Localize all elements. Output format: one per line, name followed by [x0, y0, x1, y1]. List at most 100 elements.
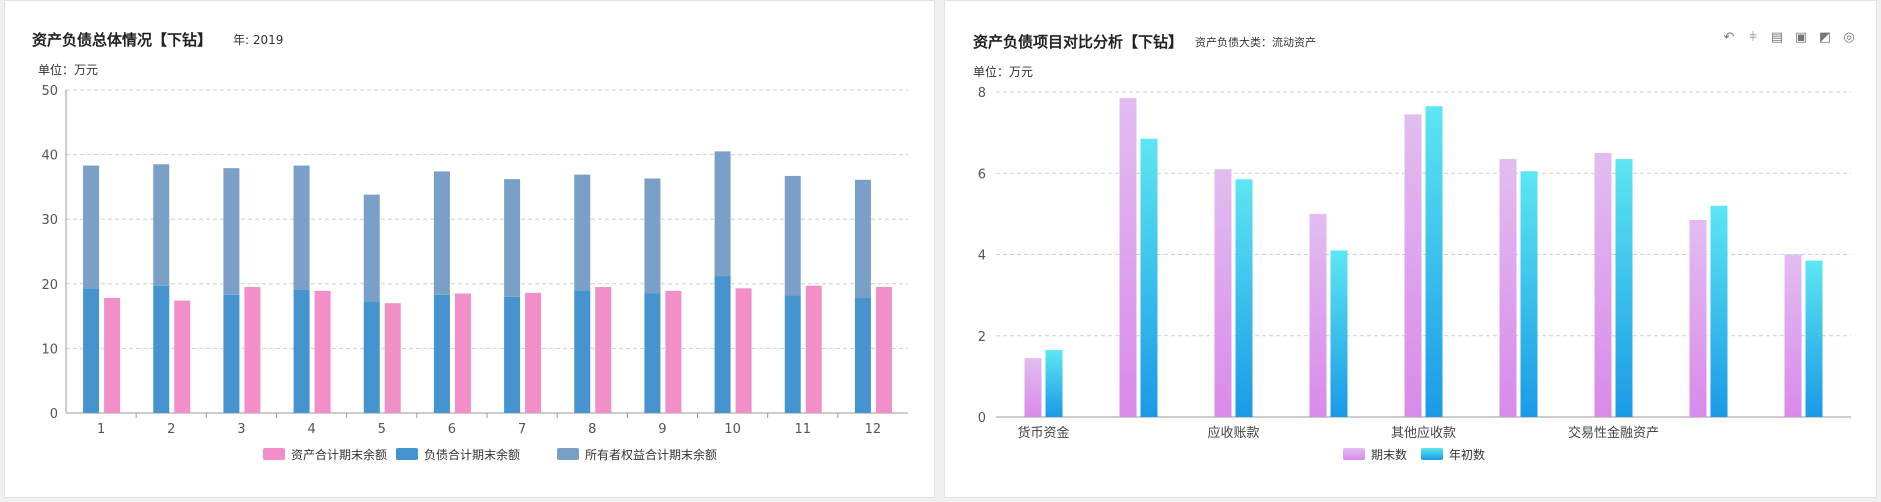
- legend-swatch: [1421, 448, 1443, 460]
- bar-year-start: [1710, 205, 1728, 417]
- x-tick-label: 6: [448, 422, 456, 437]
- bar-liabilities: [714, 276, 731, 413]
- legend-label: 资产合计期末余额: [291, 447, 387, 462]
- legend-swatch: [263, 448, 285, 460]
- bar-liabilities: [504, 296, 521, 413]
- bar-equity: [784, 175, 801, 296]
- y-tick-label: 0: [978, 411, 986, 426]
- right-chart-title[interactable]: 资产负债项目对比分析【下钻】: [973, 33, 1184, 51]
- split-icon[interactable]: ⫩: [1749, 30, 1757, 45]
- bar-period-end: [1404, 114, 1422, 417]
- bar-year-start: [1235, 179, 1253, 417]
- bar-year-start: [1330, 250, 1348, 417]
- bar-assets: [174, 300, 191, 413]
- y-tick-label: 40: [41, 149, 58, 164]
- bar-liabilities: [363, 301, 380, 413]
- legend-label: 年初数: [1449, 447, 1485, 462]
- bar-equity: [433, 171, 450, 295]
- undo-icon[interactable]: ↶: [1723, 30, 1735, 45]
- bar-equity: [293, 165, 310, 290]
- bar-assets: [735, 288, 752, 413]
- bar-period-end: [1024, 358, 1042, 417]
- bar-assets: [454, 293, 471, 413]
- left-chart-title[interactable]: 资产负债总体情况【下钻】: [32, 31, 213, 49]
- x-tick-label: 交易性金融资产: [1568, 425, 1659, 441]
- bar-period-end: [1119, 98, 1137, 417]
- bar-equity: [644, 178, 661, 294]
- x-tick-label: 其他应收款: [1391, 425, 1456, 441]
- x-tick-label: 11: [794, 422, 811, 437]
- bar-assets: [314, 290, 331, 413]
- x-tick-label: 12: [865, 422, 882, 437]
- y-tick-label: 4: [978, 249, 986, 264]
- y-tick-label: 2: [978, 330, 986, 345]
- bar-assets: [244, 287, 261, 413]
- bar-equity: [83, 165, 100, 289]
- bar-equity: [153, 164, 170, 286]
- bar-year-start: [1425, 106, 1443, 417]
- bar-equity: [714, 151, 731, 277]
- bar-year-start: [1520, 171, 1538, 417]
- x-tick-label: 4: [307, 422, 315, 437]
- bar-year-start: [1140, 138, 1158, 417]
- legend-swatch: [1343, 448, 1365, 460]
- y-tick-label: 6: [978, 167, 986, 182]
- bar-period-end: [1689, 219, 1707, 417]
- chart-toolbar: ↶ ⫩ ▤ ▣ ◩ ◎: [1722, 31, 1856, 45]
- bar-equity: [504, 179, 521, 297]
- bar-liabilities: [83, 288, 100, 413]
- y-tick-label: 50: [41, 84, 58, 99]
- bar-equity: [223, 168, 240, 295]
- data-view-icon[interactable]: ▤: [1770, 30, 1784, 45]
- x-tick-label: 应收账款: [1207, 425, 1259, 441]
- y-tick-label: 0: [50, 407, 58, 422]
- save-icon[interactable]: ◩: [1818, 30, 1832, 45]
- year-filter[interactable]: 年: 2019: [233, 33, 284, 47]
- right-chart-panel: 资产负债项目对比分析【下钻】 资产负债大类：流动资产 单位：万元 ↶ ⫩ ▤ ▣…: [944, 0, 1877, 498]
- y-tick-label: 10: [41, 342, 58, 357]
- y-tick-label: 20: [41, 278, 58, 293]
- bar-liabilities: [574, 290, 591, 413]
- bar-period-end: [1784, 254, 1802, 417]
- bar-liabilities: [854, 297, 871, 413]
- legend-swatch: [396, 448, 418, 460]
- x-tick-label: 货币资金: [1017, 425, 1069, 441]
- legend-label: 期末数: [1371, 447, 1407, 462]
- x-tick-label: 2: [167, 422, 175, 437]
- bar-year-start: [1045, 349, 1063, 417]
- x-tick-label: 3: [237, 422, 245, 437]
- bar-year-start: [1805, 260, 1823, 417]
- left-chart-panel: 资产负债总体情况【下钻】 年: 2019 单位：万元 0 10 20 30 40 50 1 2…: [4, 0, 935, 498]
- bar-period-end: [1309, 213, 1327, 417]
- legend-swatch: [557, 448, 579, 460]
- bar-equity: [574, 174, 591, 291]
- y-tick-label: 30: [41, 213, 58, 228]
- bar-liabilities: [293, 289, 310, 413]
- right-unit-label: 单位：万元: [973, 65, 1034, 79]
- left-unit-label: 单位：万元: [38, 63, 99, 77]
- compass-icon[interactable]: ◎: [1843, 30, 1855, 45]
- bar-assets: [875, 287, 892, 413]
- x-tick-label: 9: [658, 422, 666, 437]
- x-tick-label: 5: [378, 422, 386, 437]
- x-tick-label: 1: [97, 422, 105, 437]
- bar-assets: [104, 298, 121, 413]
- bar-liabilities: [433, 294, 450, 413]
- bar-assets: [525, 292, 542, 413]
- bar-liabilities: [784, 295, 801, 413]
- legend-label: 所有者权益合计期末余额: [585, 447, 717, 462]
- category-filter[interactable]: 资产负债大类：流动资产: [1195, 36, 1316, 49]
- legend-label: 负债合计期末余额: [424, 447, 520, 462]
- bar-assets: [665, 290, 682, 413]
- bar-liabilities: [644, 293, 661, 413]
- bar-assets: [595, 287, 612, 413]
- image-icon[interactable]: ▣: [1794, 30, 1808, 45]
- bar-equity: [854, 179, 871, 298]
- bar-liabilities: [223, 294, 240, 413]
- x-tick-label: 8: [588, 422, 596, 437]
- bar-year-start: [1615, 159, 1633, 417]
- bar-equity: [363, 194, 380, 302]
- bar-assets: [805, 285, 822, 413]
